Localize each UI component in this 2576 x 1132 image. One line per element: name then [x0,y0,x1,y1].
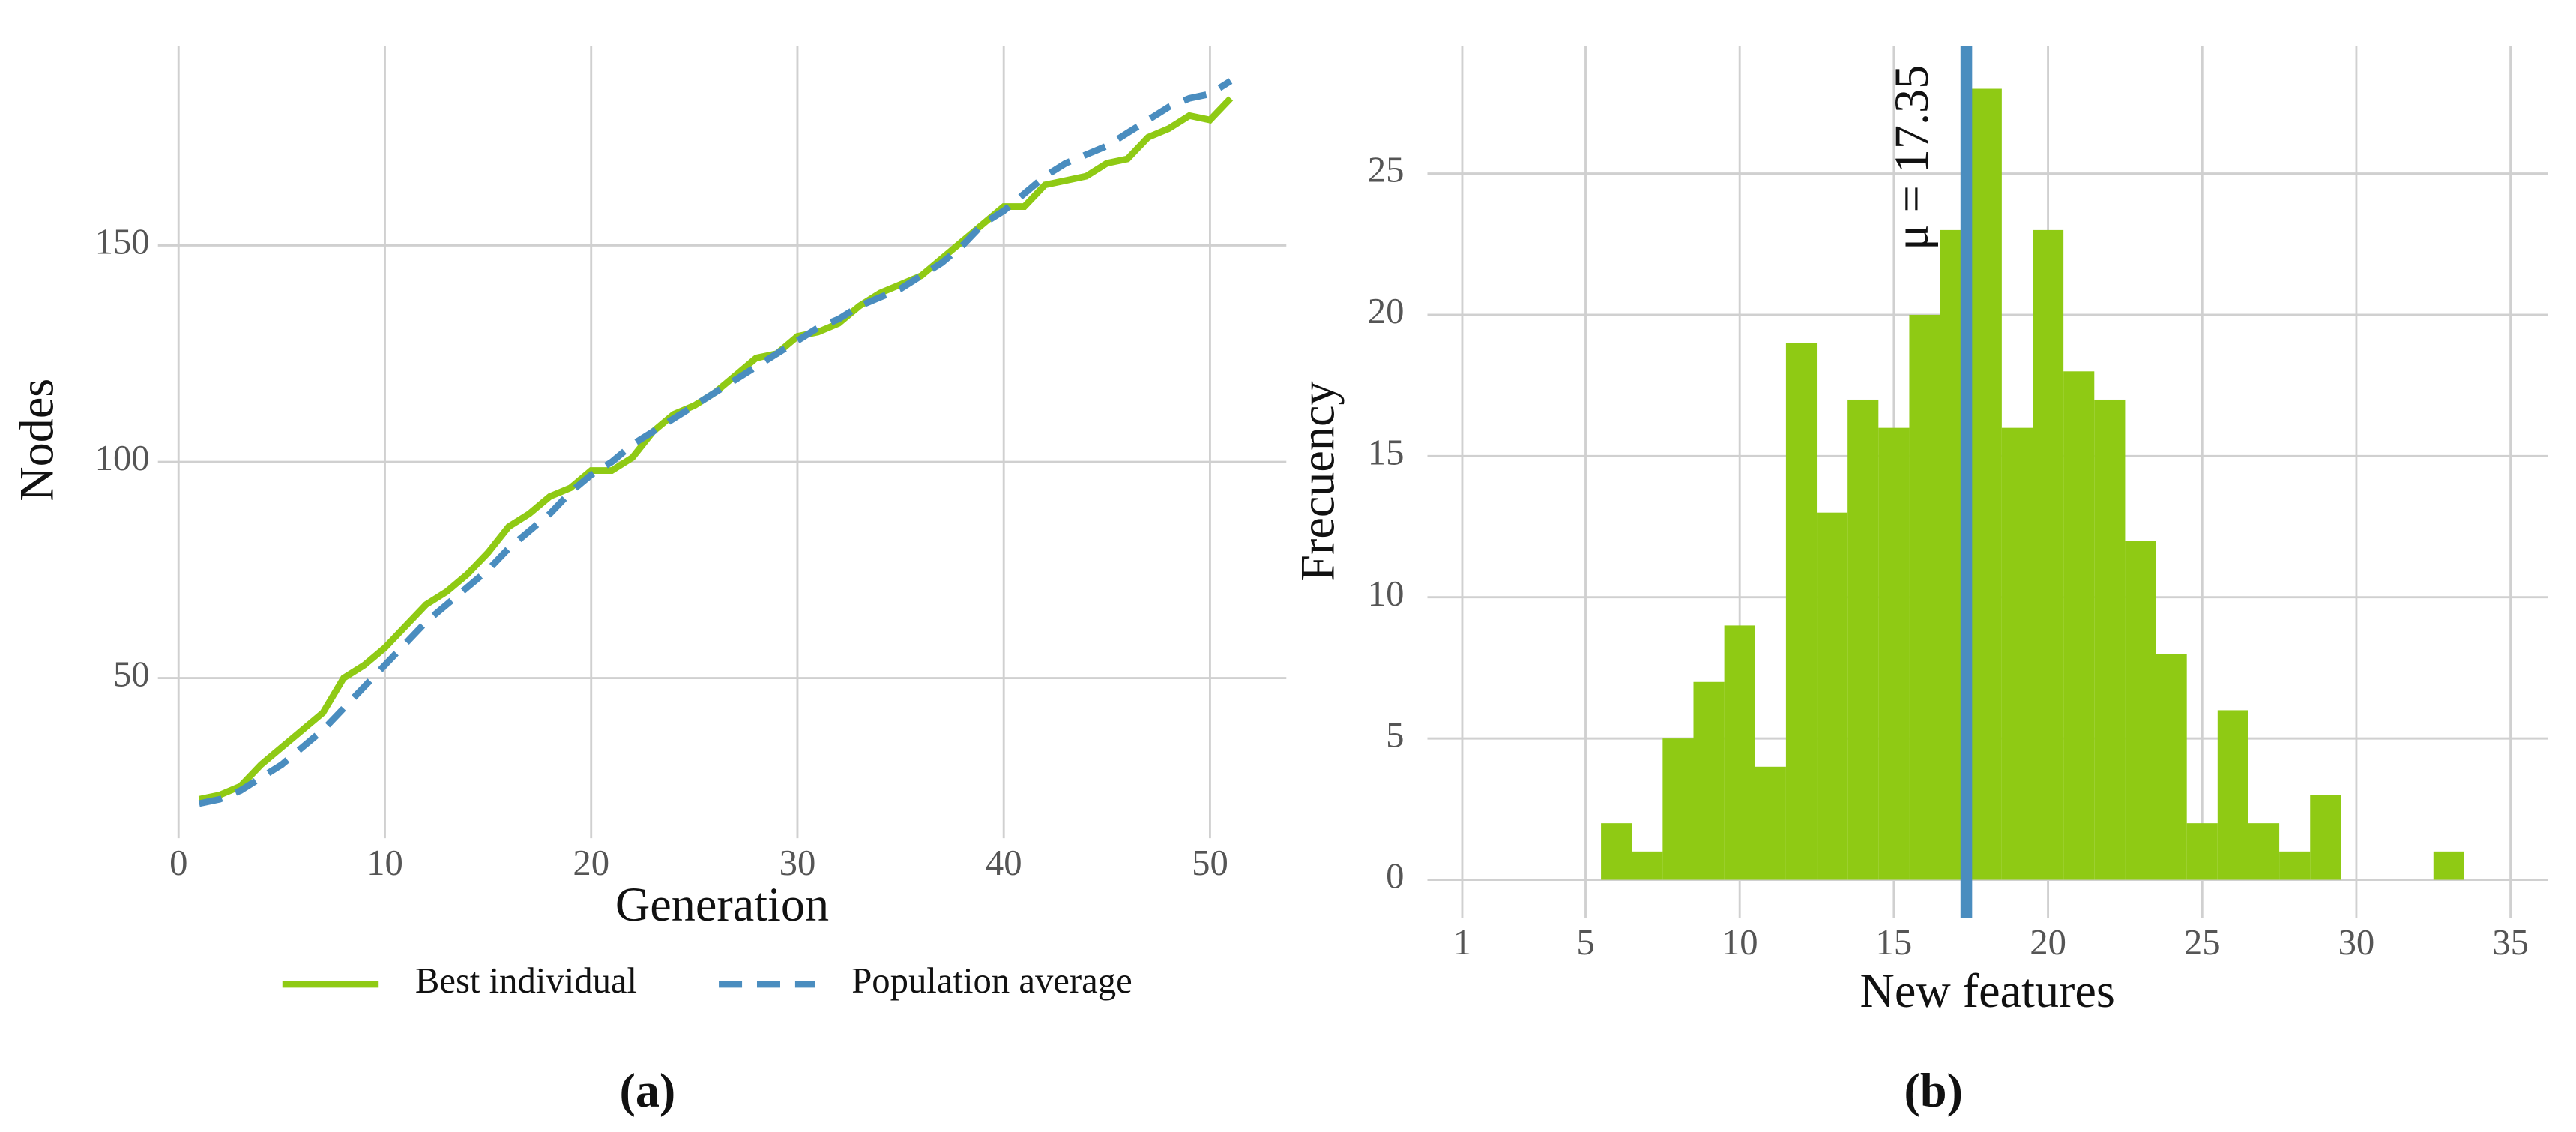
bar [2248,823,2280,880]
bar [1785,343,1818,880]
y-tick-label: 15 [1368,433,1405,473]
bar [1601,823,1632,880]
x-tick-label: 30 [779,843,816,883]
annotation: μ = 17.35 [1885,65,1938,250]
bar [2186,823,2218,880]
bar [1909,314,1940,880]
bar [1755,766,1786,880]
x-tick-label: 50 [1192,843,1228,883]
y-tick-label: 0 [1386,856,1404,897]
bar [1724,625,1755,880]
x-axis-title: Generation [615,878,829,931]
bar [2063,371,2095,880]
x-tick-label: 40 [986,843,1022,883]
bar [1693,681,1725,880]
bar [1817,512,1848,880]
bar [1632,851,1663,880]
bar [1970,88,2002,880]
x-tick-label: 20 [573,843,609,883]
caption: (b) [1904,1064,1963,1117]
bar [1662,738,1694,880]
bar [1878,427,1910,880]
y-axis-title: Frecuency [1291,381,1345,581]
x-tick-label: 1 [1453,922,1471,963]
y-tick-label: 25 [1368,150,1405,190]
y-tick-label: 150 [95,222,150,262]
y-tick-label: 100 [95,438,150,478]
bar [2433,851,2464,880]
x-tick-label: 20 [2030,922,2066,963]
y-tick-label: 50 [113,654,150,695]
series-line [198,78,1233,807]
legend-label: Population average [851,960,1132,1001]
y-axis-title: Nodes [10,379,63,502]
caption: (a) [619,1064,675,1117]
x-tick-label: 25 [2184,922,2221,963]
x-tick-label: 10 [367,843,403,883]
x-tick-label: 35 [2492,922,2529,963]
x-tick-label: 5 [1576,922,1594,963]
bar [2217,710,2248,880]
x-tick-label: 0 [169,843,187,883]
bar [2125,541,2156,880]
x-tick-label: 30 [2338,922,2375,963]
bar [2001,427,2033,880]
x-axis-title: New features [1860,964,2115,1017]
x-tick-label: 15 [1876,922,1913,963]
x-tick-label: 10 [1722,922,1758,963]
bar [2156,654,2187,880]
bar [1847,399,1879,880]
bar [2310,795,2341,880]
bar [2279,851,2311,880]
bar [2094,399,2126,880]
y-tick-label: 5 [1386,714,1404,755]
y-tick-label: 20 [1368,291,1405,331]
y-tick-label: 10 [1368,573,1405,614]
bar [2032,229,2064,880]
legend-label: Best individual [415,960,637,1001]
